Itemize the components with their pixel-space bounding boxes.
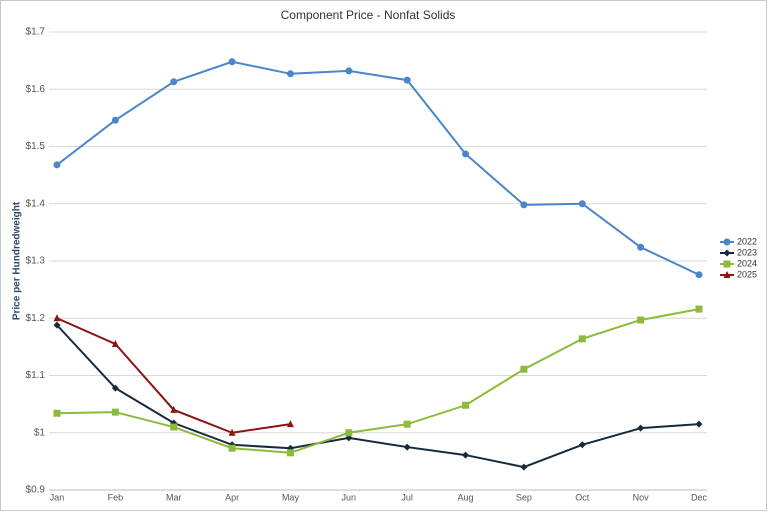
y-tick-label: $1.7	[26, 27, 46, 38]
data-point	[345, 429, 353, 437]
legend-label: 2024	[737, 258, 757, 268]
y-tick-label: $1.6	[26, 84, 46, 95]
x-tick-label: Jan	[50, 492, 65, 502]
data-point	[462, 401, 470, 409]
data-point	[111, 384, 119, 392]
legend-label: 2022	[737, 236, 757, 246]
x-tick-label: Mar	[166, 492, 182, 502]
x-tick-label: Apr	[225, 492, 239, 502]
data-point	[111, 340, 119, 348]
y-tick-label: $0.9	[26, 485, 46, 496]
data-point	[578, 200, 586, 208]
series-line	[56, 308, 700, 454]
data-point	[695, 420, 703, 428]
legend-label: 2025	[737, 269, 757, 279]
data-point	[228, 444, 236, 452]
data-point	[462, 451, 470, 459]
data-point	[170, 423, 178, 431]
data-point	[637, 243, 645, 251]
data-point	[170, 78, 178, 86]
legend-label: 2023	[737, 247, 757, 257]
data-point	[53, 314, 61, 322]
x-tick-label: Sep	[516, 492, 532, 502]
y-tick-label: $1	[34, 427, 46, 438]
data-point	[228, 58, 236, 66]
x-tick-label: Aug	[458, 492, 474, 502]
x-tick-label: Dec	[691, 492, 708, 502]
data-point	[53, 161, 61, 169]
chart-title: Component Price - Nonfat Solids	[281, 8, 456, 22]
x-tick-label: May	[282, 492, 300, 502]
data-point	[403, 443, 411, 451]
data-point	[403, 76, 411, 84]
data-point	[520, 463, 528, 471]
x-tick-label: Jul	[401, 492, 413, 502]
series-line	[56, 60, 700, 276]
legend-marker	[723, 238, 731, 246]
data-point	[637, 316, 645, 324]
data-point	[695, 305, 703, 313]
y-axis-label: Price per Hundredweight	[12, 201, 23, 320]
x-tick-label: Feb	[108, 492, 124, 502]
data-point	[520, 201, 528, 209]
legend-marker	[723, 271, 731, 278]
data-point	[111, 116, 119, 124]
data-point	[345, 67, 353, 75]
y-tick-label: $1.1	[26, 370, 46, 381]
legend-marker	[723, 249, 731, 257]
x-tick-label: Oct	[575, 492, 590, 502]
x-tick-label: Nov	[633, 492, 650, 502]
data-point	[403, 420, 411, 428]
data-point	[578, 441, 586, 449]
y-tick-label: $1.5	[26, 141, 46, 152]
data-point	[695, 271, 703, 279]
data-point	[111, 408, 119, 416]
data-point	[170, 405, 178, 413]
y-tick-label: $1.2	[26, 313, 46, 324]
data-point	[578, 335, 586, 343]
data-point	[53, 321, 61, 329]
data-point	[462, 150, 470, 158]
x-tick-label: Jun	[342, 492, 357, 502]
data-point	[53, 409, 61, 417]
y-tick-label: $1.3	[26, 256, 46, 267]
data-point	[520, 365, 528, 373]
y-tick-label: $1.4	[26, 198, 46, 209]
data-point	[228, 428, 236, 436]
data-point	[286, 70, 294, 78]
legend-marker	[723, 260, 731, 268]
data-point	[286, 420, 294, 428]
data-point	[637, 424, 645, 432]
data-point	[286, 449, 294, 457]
series-line	[56, 324, 700, 469]
